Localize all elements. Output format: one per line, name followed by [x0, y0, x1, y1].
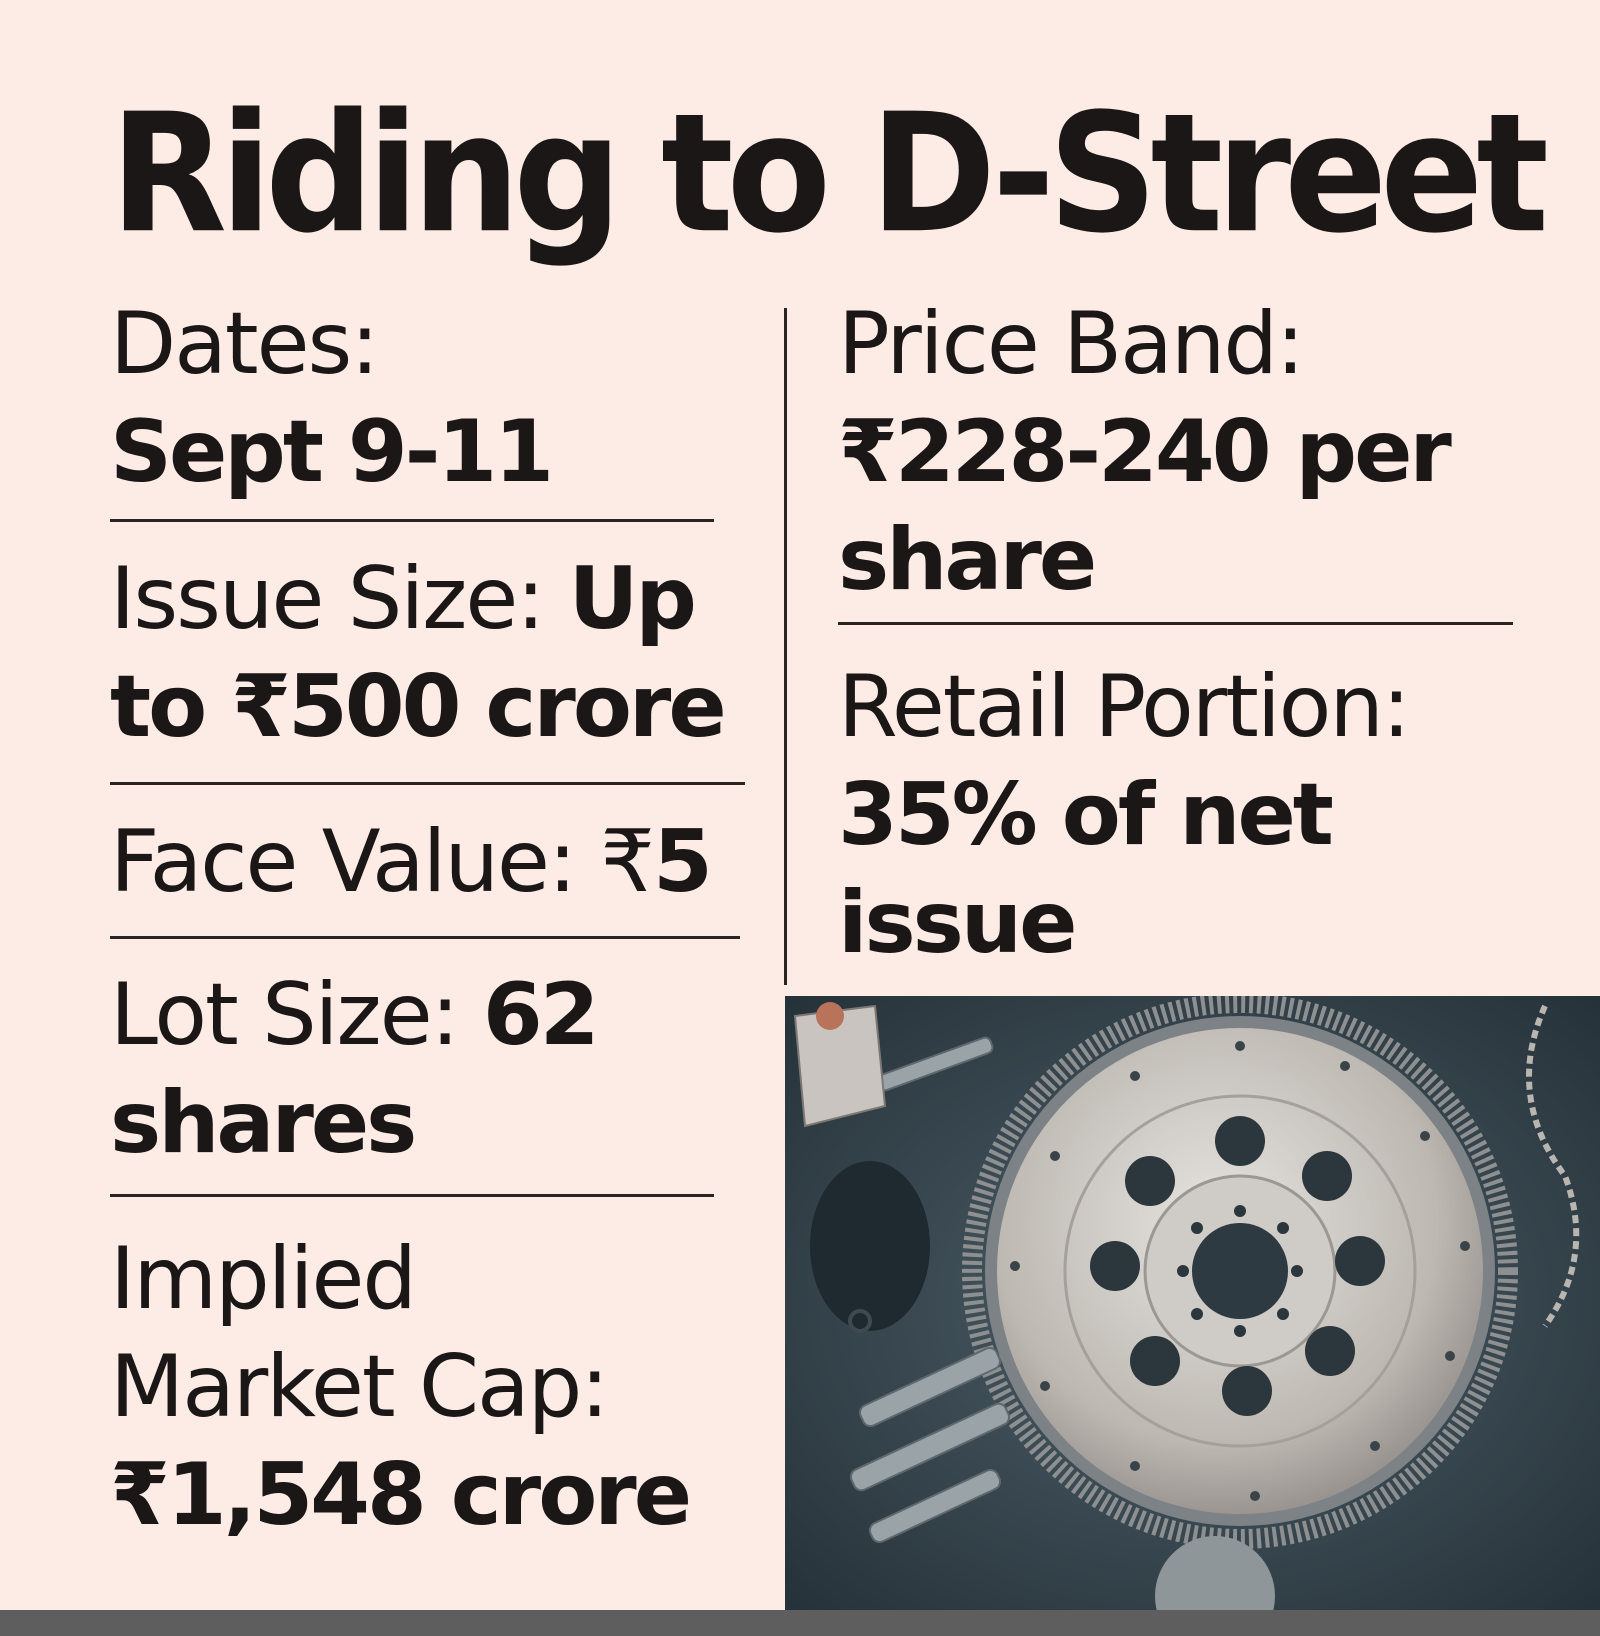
price-band-value-line2: share: [838, 510, 1097, 610]
issue-size-block: Issue Size: Up to ₹500 crore: [110, 545, 727, 761]
lot-size-value-line2: shares: [110, 1073, 417, 1173]
divider: [110, 782, 745, 785]
divider: [110, 1194, 714, 1197]
issue-size-value-line2: to ₹500 crore: [110, 657, 727, 757]
retail-portion-value-line1: 35% of net: [838, 765, 1334, 865]
divider: [110, 519, 714, 522]
footer-bar: [0, 1610, 1600, 1636]
face-value-value: 5: [653, 812, 713, 912]
divider: [110, 936, 740, 939]
price-band-value-line1: ₹228-240 per: [838, 402, 1452, 502]
dates-block: Dates: Sept 9-11: [110, 290, 554, 506]
lot-size-value-line1: 62: [482, 965, 600, 1065]
price-band-label: Price Band:: [838, 294, 1305, 394]
dates-value: Sept 9-11: [110, 402, 554, 502]
retail-portion-value-line2: issue: [838, 873, 1077, 973]
market-cap-value: ₹1,548 crore: [110, 1445, 692, 1545]
column-divider: [784, 308, 787, 985]
divider: [838, 622, 1513, 625]
issue-size-label: Issue Size:: [110, 549, 569, 649]
face-value-block: Face Value: ₹5: [110, 808, 713, 916]
retail-portion-label: Retail Portion:: [838, 657, 1411, 757]
flywheel-photo: [785, 996, 1600, 1610]
retail-portion-block: Retail Portion: 35% of net issue: [838, 653, 1411, 977]
dates-label: Dates:: [110, 294, 379, 394]
market-cap-label-line1: Implied: [110, 1229, 417, 1329]
lot-size-label: Lot Size:: [110, 965, 483, 1065]
face-value-label: Face Value: ₹: [110, 812, 655, 912]
market-cap-block: Implied Market Cap: ₹1,548 crore: [110, 1225, 692, 1549]
lot-size-block: Lot Size: 62 shares: [110, 961, 600, 1177]
price-band-block: Price Band: ₹228-240 per share: [838, 290, 1452, 614]
infographic-title: Riding to D-Street: [110, 77, 1549, 270]
market-cap-label-line2: Market Cap:: [110, 1337, 609, 1437]
flywheel-photo-svg: [785, 996, 1600, 1610]
issue-size-value-line1: Up: [568, 549, 697, 649]
